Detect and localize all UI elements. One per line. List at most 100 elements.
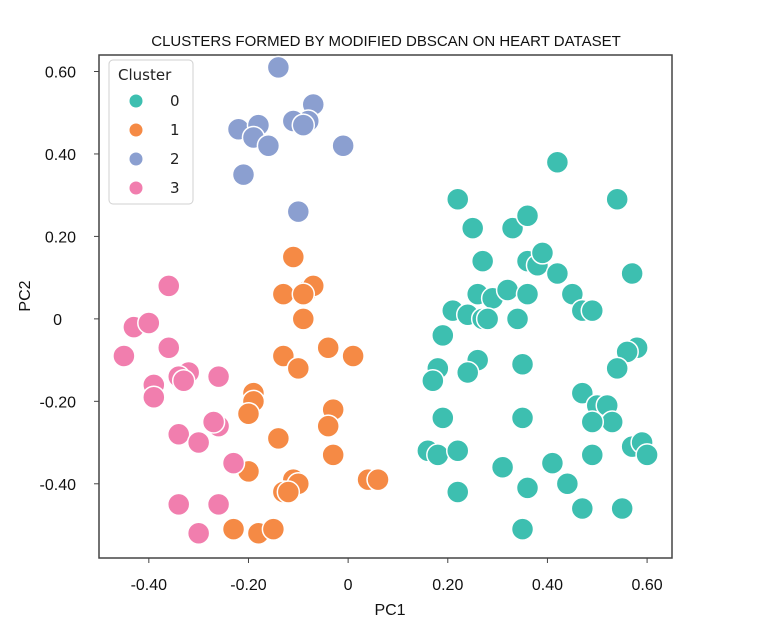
cluster-0-point-32 — [455, 360, 480, 385]
cluster-3-point-8 — [206, 364, 231, 389]
cluster-0-point-23 — [580, 298, 605, 323]
legend: Cluster 0 1 2 3 — [108, 59, 194, 205]
cluster-3-point-18 — [186, 521, 211, 546]
cluster-3-point-7 — [171, 368, 196, 393]
cluster-3-point-12 — [201, 410, 226, 434]
cluster-3-point-15 — [221, 451, 246, 475]
cluster-0-point-51 — [555, 472, 580, 496]
legend-marker-1 — [128, 122, 144, 138]
cluster-0-point-41 — [426, 443, 450, 467]
cluster-0-point-50 — [515, 476, 540, 500]
cluster-0-point-31 — [421, 368, 445, 393]
cluster-0-point-15 — [495, 278, 520, 302]
legend-box — [108, 59, 194, 205]
cluster-0-point-24 — [431, 323, 455, 348]
cluster-0-point-38 — [431, 406, 455, 430]
cluster-0-point-45 — [635, 443, 659, 467]
legend-title: Cluster — [118, 66, 172, 84]
cluster-1-point-24 — [221, 517, 246, 541]
axis-ticks: -0.40 -0.20 0 0.20 0.40 0.60 0.60 0.40 0.20 0 -0.2… — [40, 64, 663, 594]
cluster-3-point-0 — [157, 274, 181, 298]
cluster-1-point-12 — [236, 401, 261, 426]
cluster-2-point-9 — [331, 133, 355, 158]
y-tick-label: 0.40 — [45, 147, 76, 164]
cluster-1-point-14 — [316, 414, 340, 438]
cluster-0-point-36 — [600, 410, 624, 434]
chart-title: CLUSTERS FORMED BY MODIFIED DBSCAN ON HE… — [151, 33, 621, 50]
cluster-1-point-21 — [276, 480, 301, 504]
cluster-1-point-5 — [291, 307, 316, 331]
y-tick-label: -0.20 — [40, 394, 77, 411]
y-tick-label: 0.60 — [45, 64, 76, 81]
legend-marker-3 — [128, 180, 144, 196]
cluster-1-point-4 — [291, 282, 316, 306]
legend-label-1: 1 — [170, 121, 180, 139]
y-tick-label: 0 — [53, 312, 62, 329]
cluster-0-point-5 — [515, 204, 540, 228]
cluster-3-point-13 — [166, 422, 191, 447]
x-axis-label: PC1 — [374, 602, 405, 619]
x-tick-label: -0.20 — [230, 577, 267, 594]
cluster-0-point-20 — [475, 307, 500, 331]
cluster-0-point-21 — [505, 307, 530, 331]
x-tick-label: 0.60 — [632, 577, 663, 594]
cluster-2-point-0 — [266, 55, 291, 80]
cluster-1-point-15 — [266, 426, 291, 451]
cluster-0-point-54 — [510, 517, 535, 541]
cluster-0-point-1 — [545, 150, 570, 174]
cluster-0-point-30 — [605, 356, 629, 381]
y-tick-label: -0.40 — [40, 477, 77, 494]
cluster-2-point-8 — [256, 133, 281, 158]
legend-label-0: 0 — [170, 92, 180, 110]
cluster-3-point-14 — [186, 430, 211, 455]
x-tick-label: 0 — [344, 577, 353, 594]
cluster-0-point-39 — [510, 406, 535, 430]
legend-label-2: 2 — [170, 150, 180, 168]
cluster-1-point-16 — [321, 443, 345, 467]
cluster-0-point-2 — [605, 187, 629, 212]
legend-items: 0 1 2 3 — [128, 92, 180, 197]
x-tick-label: 0.20 — [432, 577, 463, 594]
cluster-0-point-48 — [540, 451, 565, 475]
cluster-0-point-53 — [610, 496, 634, 521]
cluster-0-point-49 — [445, 480, 470, 504]
x-tick-label: 0.40 — [532, 577, 563, 594]
cluster-1-point-26 — [261, 517, 286, 541]
scatter-points — [112, 55, 659, 546]
cluster-3-point-4 — [112, 344, 136, 368]
cluster-2-point-11 — [286, 199, 311, 224]
cluster-3-point-17 — [206, 492, 231, 517]
cluster-0-point-27 — [510, 352, 535, 376]
legend-label-3: 3 — [170, 179, 180, 197]
cluster-1-point-9 — [286, 356, 311, 381]
cluster-0-point-47 — [490, 455, 515, 480]
cluster-0-point-52 — [570, 496, 595, 521]
cluster-3-point-3 — [157, 335, 181, 360]
legend-marker-2 — [128, 151, 144, 167]
cluster-0-point-37 — [580, 410, 605, 434]
cluster-1-point-8 — [341, 344, 365, 368]
x-tick-label: -0.40 — [131, 577, 168, 594]
cluster-2-point-10 — [231, 162, 256, 187]
cluster-1-point-23 — [366, 467, 390, 492]
cluster-0-point-9 — [530, 241, 555, 265]
legend-marker-0 — [128, 93, 144, 109]
cluster-0-point-46 — [580, 443, 605, 467]
cluster-0-point-42 — [445, 439, 470, 463]
cluster-3-point-2 — [137, 311, 161, 335]
cluster-3-point-16 — [166, 492, 191, 517]
cluster-0-point-12 — [620, 261, 644, 286]
cluster-1-point-0 — [281, 245, 306, 269]
cluster-1-point-1 — [271, 282, 296, 306]
cluster-0-point-10 — [545, 261, 570, 286]
y-axis-label: PC2 — [17, 280, 34, 311]
cluster-2-point-4 — [291, 113, 316, 137]
y-tick-label: 0.20 — [45, 229, 76, 246]
cluster-0-point-6 — [470, 249, 495, 273]
cluster-0-point-16 — [515, 282, 540, 306]
cluster-3-point-10 — [142, 385, 166, 409]
cluster-0-point-3 — [460, 216, 485, 240]
cluster-1-point-7 — [316, 335, 340, 360]
